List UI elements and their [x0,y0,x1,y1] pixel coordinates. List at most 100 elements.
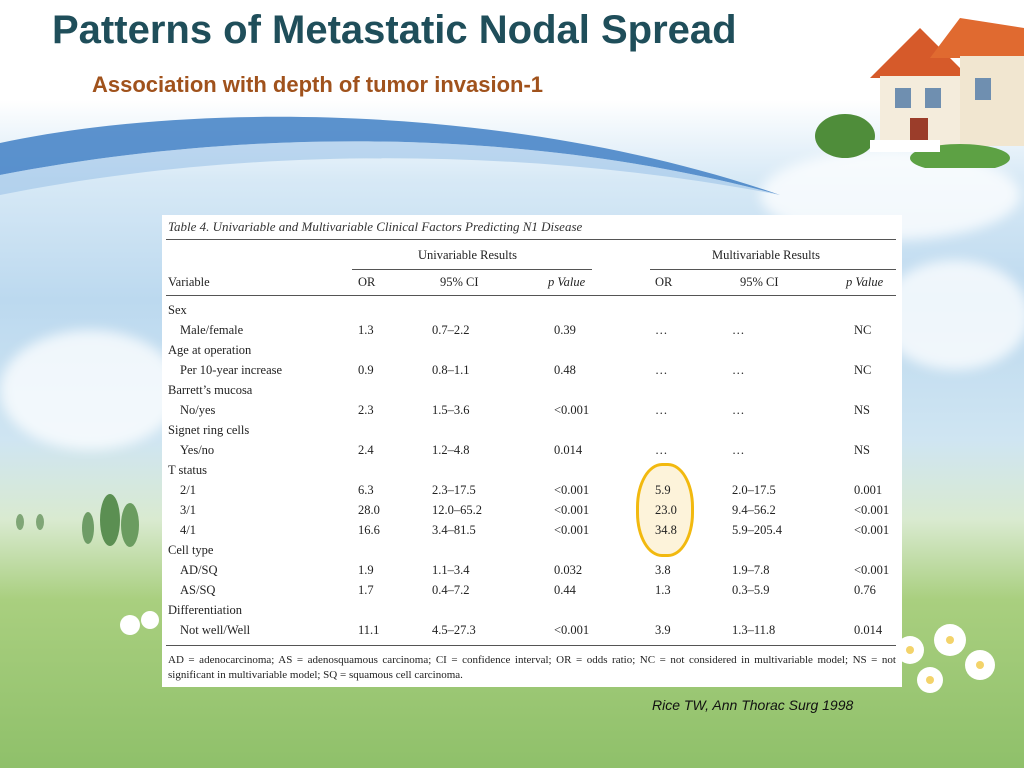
variable-cell: Per 10-year increase [180,363,283,377]
column-header: p Value [846,275,884,289]
mci-cell: 9.4–56.2 [732,503,776,517]
variable-cell: 2/1 [180,483,196,497]
mci-cell: 1.9–7.8 [732,563,770,577]
mp-cell: NC [854,363,872,377]
multivariable-group-header: Multivariable Results [712,248,820,262]
variable-cell: 4/1 [180,523,196,537]
variable-cell: Not well/Well [180,623,251,637]
column-header: OR [655,275,673,289]
p-cell: <0.001 [554,503,590,517]
variable-cell: Differentiation [168,603,243,617]
variable-cell: Yes/no [180,443,215,457]
p-cell: <0.001 [554,623,590,637]
mp-cell: NC [854,323,872,337]
table-row: AD/SQ 1.9 1.1–3.4 0.032 3.8 1.9–7.8 <0.001 [162,563,902,583]
table-row: No/yes 2.3 1.5–3.6 <0.001 … … NS [162,403,902,423]
table-rule [166,295,896,296]
house-illustration [815,18,1024,168]
mp-cell: 0.76 [854,583,876,597]
p-cell: 0.39 [554,323,576,337]
p-cell: <0.001 [554,523,590,537]
variable-cell: Cell type [168,543,214,557]
table-row: 2/1 6.3 2.3–17.5 <0.001 5.9 2.0–17.5 0.001 [162,483,902,503]
table-group-row: Cell type [162,543,902,563]
p-cell: 0.014 [554,443,583,457]
column-header: OR [358,275,376,289]
table-group-row: Sex [162,303,902,323]
table-caption: Table 4. Univariable and Multivariable C… [168,219,583,234]
cloud [880,260,1024,370]
table-group-row: T status [162,463,902,483]
p-cell: 0.44 [554,583,576,597]
mor-cell: 34.8 [655,523,677,537]
variable-cell: 3/1 [180,503,196,517]
trees-illustration [16,494,139,547]
ci-cell: 3.4–81.5 [432,523,476,537]
cloud [0,330,180,450]
slide-subtitle: Association with depth of tumor invasion… [92,72,544,97]
mp-cell: NS [854,443,870,457]
variable-cell: Barrett’s mucosa [168,383,253,397]
column-header: 95% CI [440,275,479,289]
or-cell: 1.9 [358,563,374,577]
mor-cell: 3.8 [655,563,671,577]
mci-cell: … [732,323,745,337]
mp-cell: <0.001 [854,523,890,537]
or-cell: 1.7 [358,583,374,597]
mp-cell: <0.001 [854,503,890,517]
mor-cell: 1.3 [655,583,671,597]
p-cell: 0.48 [554,363,576,377]
ci-cell: 0.8–1.1 [432,363,470,377]
or-cell: 0.9 [358,363,374,377]
blue-swoosh-decoration [0,116,780,195]
variable-cell: Age at operation [168,343,252,357]
ci-cell: 1.5–3.6 [432,403,470,417]
mci-cell: 5.9–205.4 [732,523,782,537]
table-row: 3/1 28.0 12.0–65.2 <0.001 23.0 9.4–56.2 <0.001 [162,503,902,523]
table-footnote: AD = adenocarcinoma; AS = adenosquamous … [168,654,896,681]
highlight-circle [636,463,694,557]
ci-cell: 1.1–3.4 [432,563,470,577]
table-rule [166,645,896,646]
ci-cell: 12.0–65.2 [432,503,482,517]
univariable-group-header: Univariable Results [418,248,517,262]
p-cell: <0.001 [554,483,590,497]
ci-cell: 0.4–7.2 [432,583,470,597]
p-cell: <0.001 [554,403,590,417]
ci-cell: 2.3–17.5 [432,483,476,497]
table-group-row: Differentiation [162,603,902,623]
variable-cell: Sex [168,303,187,317]
or-cell: 6.3 [358,483,374,497]
mor-cell: … [655,363,668,377]
column-header: 95% CI [740,275,779,289]
mp-cell: NS [854,403,870,417]
ci-cell: 0.7–2.2 [432,323,470,337]
table-row: Male/female 1.3 0.7–2.2 0.39 … … NC [162,323,902,343]
mci-cell: … [732,363,745,377]
variable-cell: Signet ring cells [168,423,250,437]
variable-cell: AS/SQ [180,583,216,597]
mor-cell: … [655,443,668,457]
slide-title: Patterns of Metastatic Nodal Spread [52,8,737,52]
mp-cell: 0.001 [854,483,883,497]
or-cell: 11.1 [358,623,380,637]
mor-cell: … [655,323,668,337]
mci-cell: … [732,443,745,457]
results-table: Table 4. Univariable and Multivariable C… [162,215,902,687]
table-group-row: Barrett’s mucosa [162,383,902,403]
column-header: Variable [168,275,210,289]
mor-cell: 3.9 [655,623,671,637]
or-cell: 16.6 [358,523,380,537]
table-group-row: Signet ring cells [162,423,902,443]
mor-cell: 5.9 [655,483,671,497]
citation: Rice TW, Ann Thorac Surg 1998 [652,697,854,713]
table-row: AS/SQ 1.7 0.4–7.2 0.44 1.3 0.3–5.9 0.76 [162,583,902,603]
multivariable-header-rule [650,269,896,270]
mci-cell: 1.3–11.8 [732,623,776,637]
table-row: Per 10-year increase 0.9 0.8–1.1 0.48 … … NC [162,363,902,383]
mci-cell: 2.0–17.5 [732,483,776,497]
mor-cell: 23.0 [655,503,677,517]
flowers-illustration [896,624,995,693]
or-cell: 1.3 [358,323,374,337]
flowers-illustration [120,611,159,635]
